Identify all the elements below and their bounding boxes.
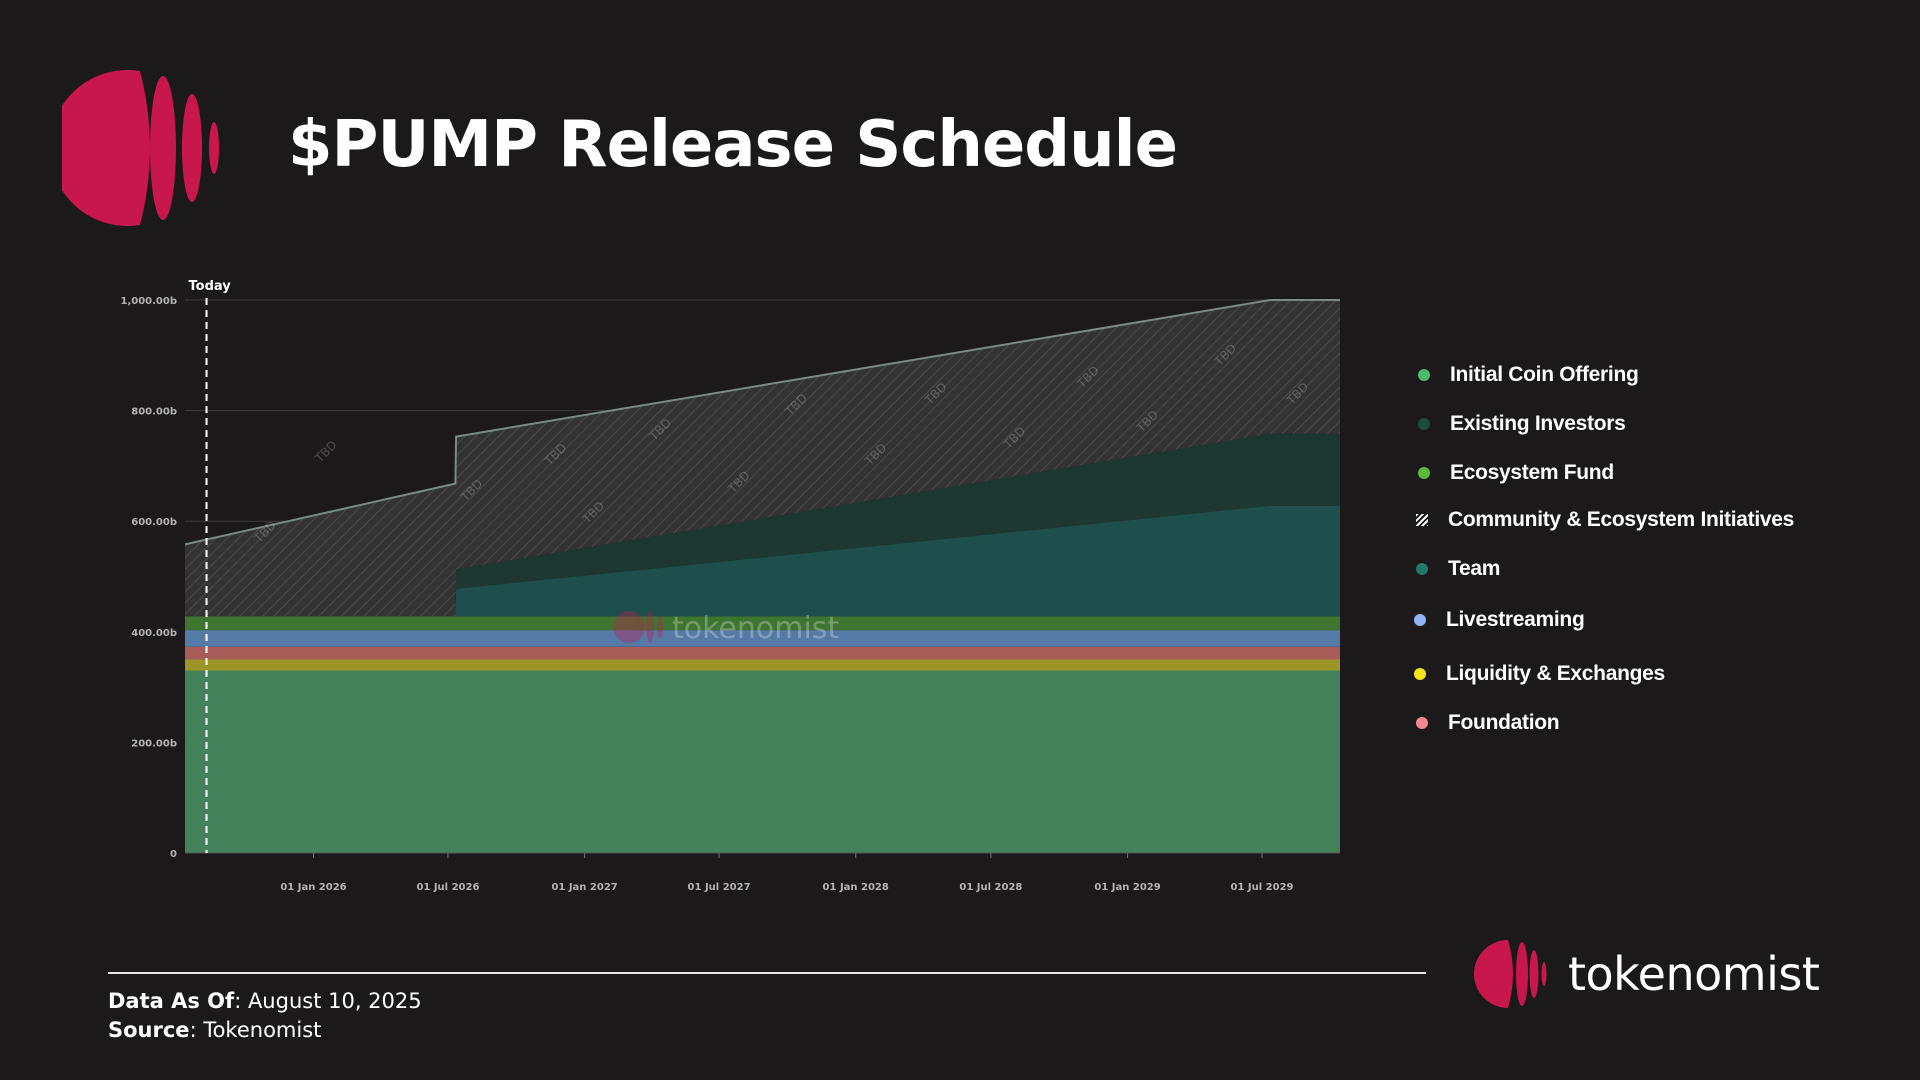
legend-label: Foundation — [1448, 711, 1560, 734]
source-label: Source — [108, 1018, 190, 1042]
legend-label: Initial Coin Offering — [1450, 363, 1639, 386]
legend-label: Liquidity & Exchanges — [1446, 662, 1665, 685]
y-tick-label: 0 — [170, 849, 177, 860]
y-tick-label: 200.00b — [131, 738, 177, 749]
data-as-of-value: : August 10, 2025 — [234, 989, 422, 1013]
x-tick-label: 01 Jul 2028 — [959, 882, 1022, 893]
watermark-text: tokenomist — [672, 611, 839, 646]
y-tick-label: 1,000.00b — [120, 296, 177, 307]
release-schedule-chart: TBDTBDTBDTBDTBDTBDTBDTBDTBDTBDTBDTBDTBDT… — [120, 279, 1340, 893]
data-as-of: Data As Of: August 10, 2025 — [108, 987, 422, 1016]
chart-watermark: tokenomist — [613, 611, 839, 646]
y-tick-label: 800.00b — [131, 407, 177, 418]
legend-label: Team — [1448, 557, 1501, 580]
legend-marker-livestreaming — [1414, 614, 1426, 626]
brand-footer: tokenomist — [1474, 938, 1820, 1010]
axes: 0 200.00b 400.00b 600.00b 800.00b 1,000.00b 01… — [120, 296, 1340, 893]
source-value: : Tokenomist — [189, 1018, 322, 1042]
stacked-areas — [184, 299, 1340, 853]
legend-marker-team — [1416, 563, 1428, 575]
brand-name: tokenomist — [1568, 947, 1820, 1001]
x-tick-label: 01 Jan 2027 — [551, 882, 617, 893]
source: Source: Tokenomist — [108, 1016, 422, 1045]
legend-marker-ico — [1418, 369, 1430, 381]
brand-logo-icon — [62, 70, 219, 226]
legend-marker-ecosystem_fund — [1418, 467, 1430, 479]
x-tick-label: 01 Jul 2027 — [688, 882, 751, 893]
today-label: Today — [189, 279, 232, 294]
legend-marker-foundation — [1416, 717, 1428, 729]
legend-item-ecosystem_fund[interactable]: Ecosystem Fund — [1418, 458, 1614, 488]
area-community — [185, 300, 1340, 617]
x-tick-label: 01 Jan 2028 — [823, 882, 889, 893]
area-ico — [185, 670, 1340, 853]
legend-item-team[interactable]: Team — [1416, 554, 1500, 584]
area-ecosystem_fund — [185, 616, 1340, 631]
y-tick-label: 600.00b — [131, 517, 177, 528]
page-title: $PUMP Release Schedule — [288, 108, 1178, 182]
area-foundation — [185, 646, 1340, 660]
x-tick-label: 01 Jul 2026 — [416, 882, 479, 893]
legend-label: Community & Ecosystem Initiatives — [1448, 508, 1795, 531]
legend-item-livestreaming[interactable]: Livestreaming — [1414, 605, 1585, 635]
legend-marker-existing_investors — [1418, 418, 1430, 430]
legend-marker-community — [1416, 514, 1428, 526]
legend-item-foundation[interactable]: Foundation — [1416, 708, 1560, 738]
legend-label: Livestreaming — [1446, 608, 1585, 631]
today-marker: Today — [189, 279, 232, 853]
x-tick-label: 01 Jan 2029 — [1094, 882, 1160, 893]
watermark-logo-icon — [613, 611, 663, 643]
legend-label: Existing Investors — [1450, 412, 1626, 435]
total-supply-line — [184, 299, 1340, 546]
data-as-of-label: Data As Of — [108, 989, 235, 1013]
legend-item-existing_investors[interactable]: Existing Investors — [1418, 409, 1626, 439]
area-team — [185, 505, 1340, 617]
x-tick-label: 01 Jan 2026 — [280, 882, 346, 893]
legend-item-ico[interactable]: Initial Coin Offering — [1418, 360, 1639, 390]
legend-label: Ecosystem Fund — [1450, 461, 1614, 484]
footer-divider — [108, 972, 1426, 974]
area-existing_investors — [185, 433, 1340, 617]
x-tick-label: 01 Jul 2029 — [1231, 882, 1294, 893]
legend-item-community[interactable]: Community & Ecosystem Initiatives — [1416, 505, 1794, 535]
tbd-label: TBD — [312, 438, 340, 466]
tokenomist-logo-icon — [1474, 940, 1547, 1008]
area-livestreaming — [185, 630, 1340, 647]
footer-meta: Data As Of: August 10, 2025 Source: Toke… — [108, 987, 422, 1045]
area-liquidity — [185, 659, 1340, 671]
legend-marker-liquidity — [1414, 668, 1426, 680]
legend-item-liquidity[interactable]: Liquidity & Exchanges — [1414, 659, 1665, 689]
y-tick-label: 400.00b — [131, 628, 177, 639]
